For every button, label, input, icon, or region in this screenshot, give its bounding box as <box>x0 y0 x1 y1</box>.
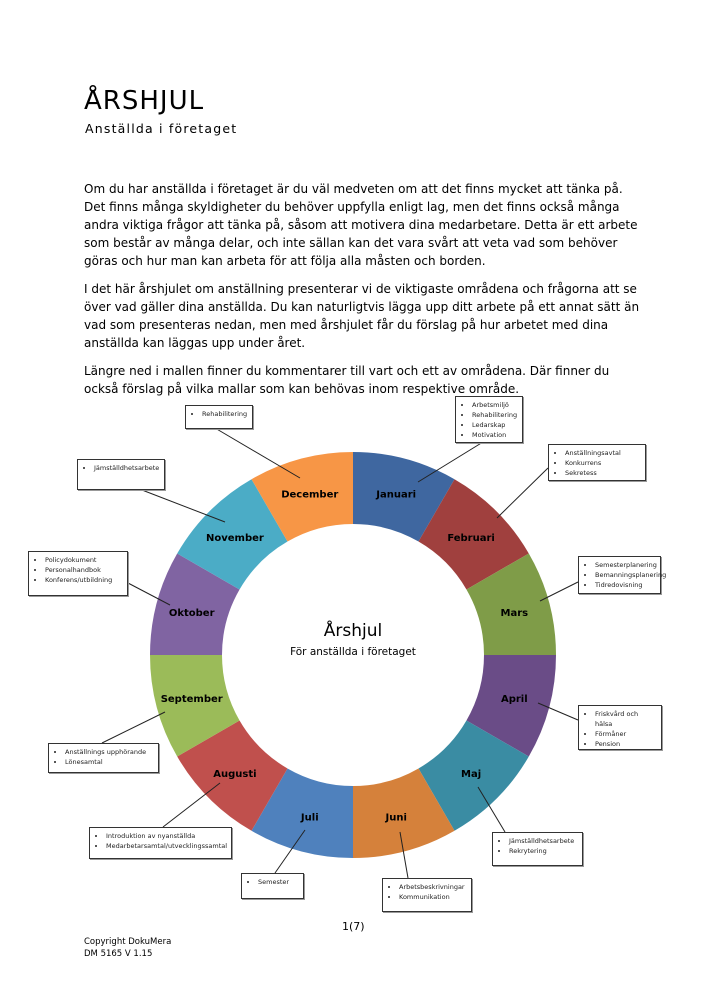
callout-item: Semester <box>258 877 297 887</box>
callout-item: Introduktion av nyanställda <box>106 831 225 841</box>
callout-april: Friskvård och hälsaFörmånerPension <box>578 705 662 750</box>
callout-item: Rehabilitering <box>472 410 517 420</box>
callout-item: Konkurrens <box>565 458 639 468</box>
intro-text: Om du har anställda i företaget är du vä… <box>84 180 644 408</box>
callout-januari: ArbetsmiljöRehabiliteringLedarskapMotiva… <box>455 396 523 443</box>
month-label: September <box>161 694 223 705</box>
month-label: Februari <box>447 533 495 544</box>
paragraph: I det här årshjulet om anställning prese… <box>84 282 640 350</box>
callout-item: Arbetsmiljö <box>472 400 516 410</box>
callout-item: Lönesamtal <box>65 757 152 767</box>
wheel-segment-februari <box>418 479 529 590</box>
wheel-segment-januari <box>353 452 455 542</box>
callout-connector <box>162 782 221 828</box>
wheel-segment-juli <box>251 768 353 858</box>
callout-item: Ledarskap <box>472 420 516 430</box>
callout-item: Arbetsbeskrivningar <box>399 882 465 892</box>
month-label: Mars <box>501 608 529 619</box>
wheel-segment-april <box>466 655 556 757</box>
month-label: November <box>206 533 264 544</box>
document-subtitle: Anställda i företaget <box>85 121 238 136</box>
callout-connector <box>101 711 166 744</box>
callout-oktober: PolicydokumentPersonalhandbokKonferens/u… <box>28 551 128 596</box>
callout-connector <box>496 467 549 519</box>
callout-connector <box>537 702 579 721</box>
month-label: Augusti <box>213 769 256 780</box>
callout-mars: SemesterplaneringBemanningsplaneringTidr… <box>578 556 666 594</box>
callout-connector <box>477 786 506 833</box>
callout-connector <box>127 582 171 606</box>
callout-item: Rehabilitering <box>202 409 247 419</box>
wheel-segment-juni <box>353 768 455 858</box>
callout-item: Motivation <box>472 430 516 440</box>
month-label: December <box>281 490 338 501</box>
callout-connector <box>214 427 301 479</box>
callout-item: Konferens/utbildning <box>45 575 121 585</box>
callout-item: Jämställdhetsarbete <box>509 836 576 846</box>
callout-item: Policydokument <box>45 555 121 565</box>
wheel-segment-maj <box>418 720 529 831</box>
callout-september: Anställnings upphörandeLönesamtal <box>48 743 159 773</box>
callout-item: Jämställdhetsarbete <box>94 463 159 473</box>
month-label: April <box>501 694 528 705</box>
wheel-segment-november <box>177 479 288 590</box>
document-id: DM 5165 V 1.15 <box>84 949 153 959</box>
callout-connector <box>399 831 409 879</box>
footer-copyright: Copyright DokuMera DM 5165 V 1.15 <box>84 936 171 960</box>
callout-item: Anställnings upphörande <box>65 747 152 757</box>
month-label: Oktober <box>169 608 215 619</box>
callout-maj: JämställdhetsarbeteRekrytering <box>492 832 583 866</box>
month-label: Januari <box>375 490 416 501</box>
page-number: 1(7) <box>342 920 365 933</box>
callout-connector <box>417 441 484 483</box>
wheel-segment-mars <box>466 553 556 655</box>
wheel-center-subtitle: För anställda i företaget <box>290 646 416 658</box>
wheel-segment-augusti <box>177 720 288 831</box>
callout-connector <box>141 489 226 523</box>
wheel-segment-december <box>251 452 353 542</box>
callout-item: Pension <box>595 739 655 749</box>
callout-item: Kommunikation <box>399 892 465 902</box>
month-label: Juni <box>385 812 407 823</box>
callout-juli: Semester <box>241 873 304 899</box>
callout-juni: ArbetsbeskrivningarKommunikation <box>382 878 472 912</box>
callout-item: Anställningsavtal <box>565 448 639 458</box>
callout-item: Sekretess <box>565 468 639 478</box>
callout-connector <box>539 581 579 602</box>
callout-item: Personalhandbok <box>45 565 121 575</box>
document-title: ÅRSHJUL <box>84 86 205 116</box>
callout-item: Rekrytering <box>509 846 576 856</box>
callout-item: Semesterplanering <box>595 560 657 570</box>
paragraph: Om du har anställda i företaget är du vä… <box>84 182 638 268</box>
month-label: Maj <box>461 769 481 780</box>
wheel-segment-oktober <box>150 553 240 655</box>
callout-item: Tidredovisning <box>595 580 654 590</box>
wheel-center-title: Årshjul <box>324 619 382 641</box>
month-label: Juli <box>300 812 319 823</box>
callout-december: Rehabilitering <box>185 405 253 429</box>
callout-item: Medarbetarsamtal/utvecklingssamtal <box>106 841 227 851</box>
callout-item: Bemanningsplanering <box>595 570 666 580</box>
wheel-segment-september <box>150 655 240 757</box>
callout-februari: AnställningsavtalKonkurrensSekretess <box>548 444 646 481</box>
callout-augusti: Introduktion av nyanställdaMedarbetarsam… <box>89 827 232 859</box>
callout-november: Jämställdhetsarbete <box>77 459 165 490</box>
callout-item: Förmåner <box>595 729 655 739</box>
paragraph: Längre ned i mallen finner du kommentare… <box>84 364 610 396</box>
callout-connector <box>274 829 306 874</box>
copyright-text: Copyright DokuMera <box>84 937 172 947</box>
callout-item: Friskvård och hälsa <box>595 709 655 729</box>
